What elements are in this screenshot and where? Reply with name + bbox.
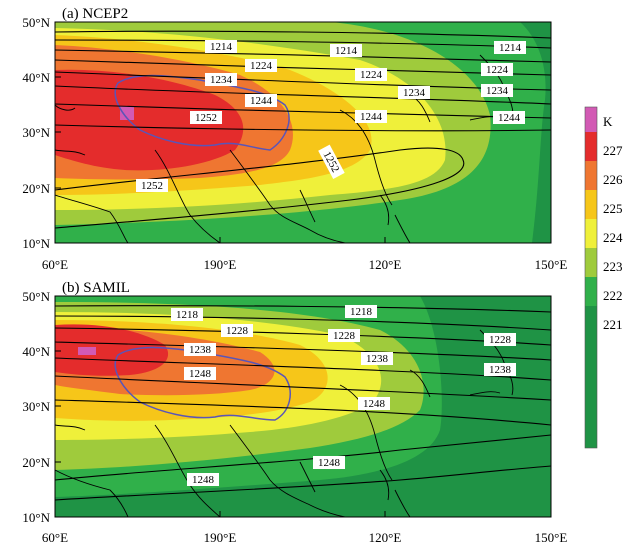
lat-tick: 50°N: [22, 15, 50, 30]
colorbar-level: 222: [603, 288, 623, 303]
contour-label: 1248: [363, 398, 386, 410]
panel-a-label: (a) NCEP2: [62, 6, 128, 22]
contour-label: 1234: [210, 74, 233, 86]
contour-label: 1248: [189, 368, 212, 380]
plateau-outline: [114, 74, 290, 151]
colorbar-frame: [584, 106, 598, 449]
colorbar-swatch: [585, 107, 597, 132]
lat-tick: 20°N: [22, 455, 50, 470]
colorbar-unit: K: [603, 114, 613, 129]
colorbar-level: 221: [603, 317, 623, 332]
lon-tick: 120°E: [369, 257, 402, 272]
colorbar-swatch: [585, 161, 597, 190]
contour-label: 1214: [335, 45, 358, 57]
lon-tick: 150°E: [535, 257, 568, 272]
panel-b: 1218 1218 1228 1228 1228 1238 1238 1238 …: [22, 280, 567, 545]
contour-label: 1214: [210, 41, 233, 53]
contour-label: 1238: [489, 364, 512, 376]
colorbar-swatch: [585, 132, 597, 161]
contour-label: 1238: [189, 344, 212, 356]
colorbar-swatch: [585, 219, 597, 248]
lon-tick: 150°E: [535, 530, 568, 545]
contour-label: 1234: [486, 85, 509, 97]
contour-label: 1218: [176, 309, 199, 321]
lat-tick: 40°N: [22, 70, 50, 85]
contour-label: 1224: [360, 69, 383, 81]
lon-tick: 120°E: [369, 530, 402, 545]
contour-label: 1252: [195, 112, 217, 124]
panel-a-ticks: [54, 21, 552, 244]
colorbar-swatch: [585, 277, 597, 306]
height-contours: [55, 305, 551, 501]
lat-tick: 50°N: [22, 289, 50, 304]
colorbar-swatch: [585, 190, 597, 219]
colorbar-level: 227: [603, 143, 623, 158]
lat-tick: 30°N: [22, 125, 50, 140]
contour-label: 1248: [192, 474, 215, 486]
colorbar-swatch: [585, 248, 597, 277]
colorbar-swatch: [585, 306, 597, 448]
contour-label: 1234: [403, 87, 426, 99]
panel-b-label: (b) SAMIL: [62, 280, 130, 296]
contour-label: 1248: [318, 457, 341, 469]
panel-a: 1214 1214 1214 1224 1224 1224 1234 1234 …: [22, 6, 567, 272]
colorbar-level: 226: [603, 172, 623, 187]
contour-label: 1228: [226, 325, 249, 337]
lon-tick: 60°E: [42, 257, 68, 272]
colorbar: K 227 226 225 224 223 222 221: [584, 106, 623, 449]
lon-tick: 60°E: [42, 530, 68, 545]
contour-labels-a: 1214 1214 1214 1224 1224 1224 1234 1234 …: [136, 40, 526, 192]
contour-label: 1214: [499, 42, 522, 54]
lon-tick: 190°E: [204, 257, 237, 272]
colorbar-level: 224: [603, 230, 623, 245]
lat-tick: 40°N: [22, 344, 50, 359]
panel-b-ticks: [54, 295, 552, 518]
lat-tick: 10°N: [22, 236, 50, 251]
shade-227: [120, 106, 134, 120]
shade-227: [78, 347, 96, 355]
panel-a-shading: 1214 1214 1214 1224 1224 1224 1234 1234 …: [55, 22, 551, 243]
lat-tick: 30°N: [22, 399, 50, 414]
contour-label: 1218: [350, 306, 373, 318]
contour-label: 1224: [486, 64, 509, 76]
contour-label: 1244: [250, 95, 273, 107]
shade-226: [55, 324, 169, 376]
contour-label: 1244: [360, 111, 383, 123]
contour-labels-b: 1218 1218 1228 1228 1228 1238 1238 1238 …: [171, 305, 516, 486]
lat-tick: 20°N: [22, 181, 50, 196]
lat-tick: 10°N: [22, 510, 50, 525]
contour-label: 1238: [366, 353, 389, 365]
contour-label: 1228: [333, 330, 356, 342]
contour-label: 1252: [141, 180, 163, 192]
colorbar-level: 225: [603, 201, 623, 216]
colorbar-level: 223: [603, 259, 623, 274]
contour-label: 1244: [498, 112, 521, 124]
contour-label: 1228: [489, 334, 512, 346]
panel-b-shading: 1218 1218 1228 1228 1228 1238 1238 1238 …: [55, 296, 551, 517]
contour-label: 1224: [250, 60, 273, 72]
lon-tick: 190°E: [204, 530, 237, 545]
